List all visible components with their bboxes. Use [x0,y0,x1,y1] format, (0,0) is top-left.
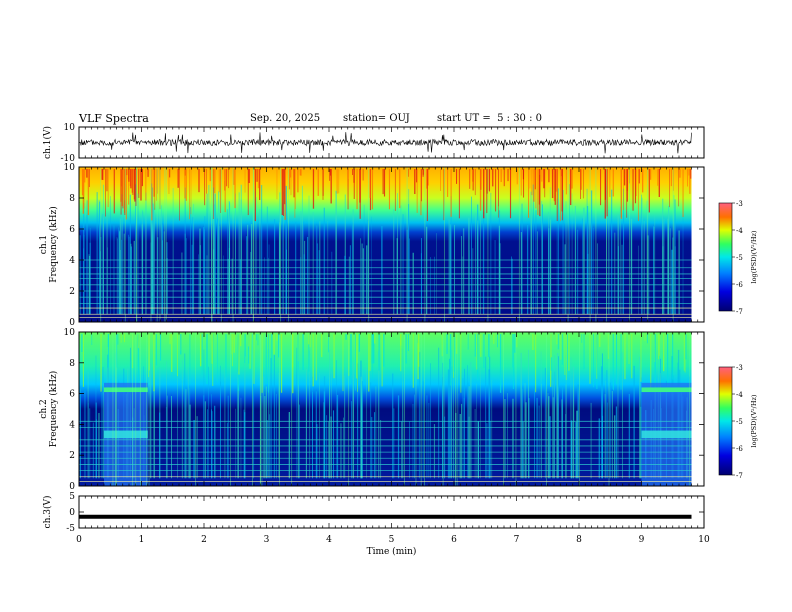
noise-band [641,430,692,439]
ch1-waveform-ylabel-line: ch.1(V) [42,126,53,159]
ch1-waveform-trace [78,132,692,154]
ch1-colorbar [718,202,733,312]
ch1-colorbar-label: log(PSD)(V²/Hz) [750,230,758,283]
ch2-spectrogram-ylabel-line: ch.2 [39,399,49,418]
x-tick-label: 3 [264,535,270,545]
ch3-waveform-ylabel: ch.3(V) [42,496,53,529]
date-label: Sep. 20, 2025 [250,113,321,124]
spectrogram-unused-area [691,167,704,322]
ch1-spectrogram-border [78,166,705,323]
colorbar-tick-label: -5 [736,254,743,262]
ch2-spectrogram-ylabel-line: Frequency (kHz) [48,371,59,448]
ch1-freq-tick-label: 6 [69,225,75,235]
ch2-freq-tick-label: 10 [64,328,76,338]
ch2-freq-tick-label: 4 [69,420,75,430]
ch1-freq-tick-label: 4 [69,256,75,266]
x-tick-label: 5 [389,535,395,545]
ch2-spectrogram-ylabel: ch.2Frequency (kHz) [39,371,59,448]
colorbar-tick-label: -4 [736,391,743,399]
ch3-y-tick-label: 0 [69,508,75,518]
ch1-spectrogram-ylabel: ch.1Frequency (kHz) [39,206,59,283]
ch1-y-tick-label: 10 [64,123,76,133]
ch2-freq-tick-label: 6 [69,390,75,400]
ch2-colorbar-label: log(PSD)(V²/Hz) [750,394,758,447]
ch1-y-tick-label: -10 [61,154,76,164]
noise-band [104,430,148,439]
ch1-spectrogram-ylabel-line: ch.1 [39,235,49,254]
ch1-freq-tick-label: 0 [69,318,75,328]
colorbar-tick-label: -3 [736,200,743,208]
colorbar-tick-label: -6 [736,281,743,289]
ch1-spectrogram-ylabel-line: Frequency (kHz) [48,206,59,283]
colorbar-tick-label: -7 [736,308,743,316]
noise-band [104,387,148,393]
ch2-freq-tick-label: 8 [69,359,75,369]
colorbar-tick-label: -5 [736,418,743,426]
colorbar-tick-label: -3 [736,364,743,372]
x-axis-label: Time (min) [367,546,417,557]
ch3-y-tick-label: 5 [69,492,75,502]
x-tick-label: 1 [139,535,145,545]
x-tick-label: 0 [76,535,82,545]
colorbar-tick-label: -6 [736,445,743,453]
x-tick-label: 4 [326,535,332,545]
x-tick-label: 9 [639,535,645,545]
ch2-colorbar [718,366,733,476]
chart-title: VLF Spectra [79,112,149,125]
noise-band [641,387,692,393]
ch1-freq-tick-label: 2 [69,287,75,297]
x-tick-label: 10 [698,535,710,545]
ch1-freq-tick-label: 8 [69,194,75,204]
x-tick-label: 7 [514,535,520,545]
ch3-y-tick-label: -5 [66,524,75,534]
x-tick-label: 6 [451,535,457,545]
ch2-freq-tick-label: 2 [69,451,75,461]
spectrogram-image [79,332,692,486]
colorbar-tick-label: -4 [736,227,743,235]
station-label: station= OUJ [343,113,410,124]
ch1-freq-tick-label: 10 [64,163,76,173]
ch2-freq-tick-label: 0 [69,482,75,492]
spectrogram-image [79,167,692,322]
start-ut-label: start UT = 5 : 30 : 0 [437,113,543,124]
colorbar-tick-label: -7 [736,472,743,480]
x-tick-label: 2 [201,535,207,545]
x-tick-label: 8 [576,535,582,545]
spectrogram-unused-area [691,332,704,486]
ch1-waveform-ylabel: ch.1(V) [42,126,53,159]
ch3-waveform-ylabel-line: ch.3(V) [42,496,53,529]
ch2-spectrogram-border [78,331,705,487]
